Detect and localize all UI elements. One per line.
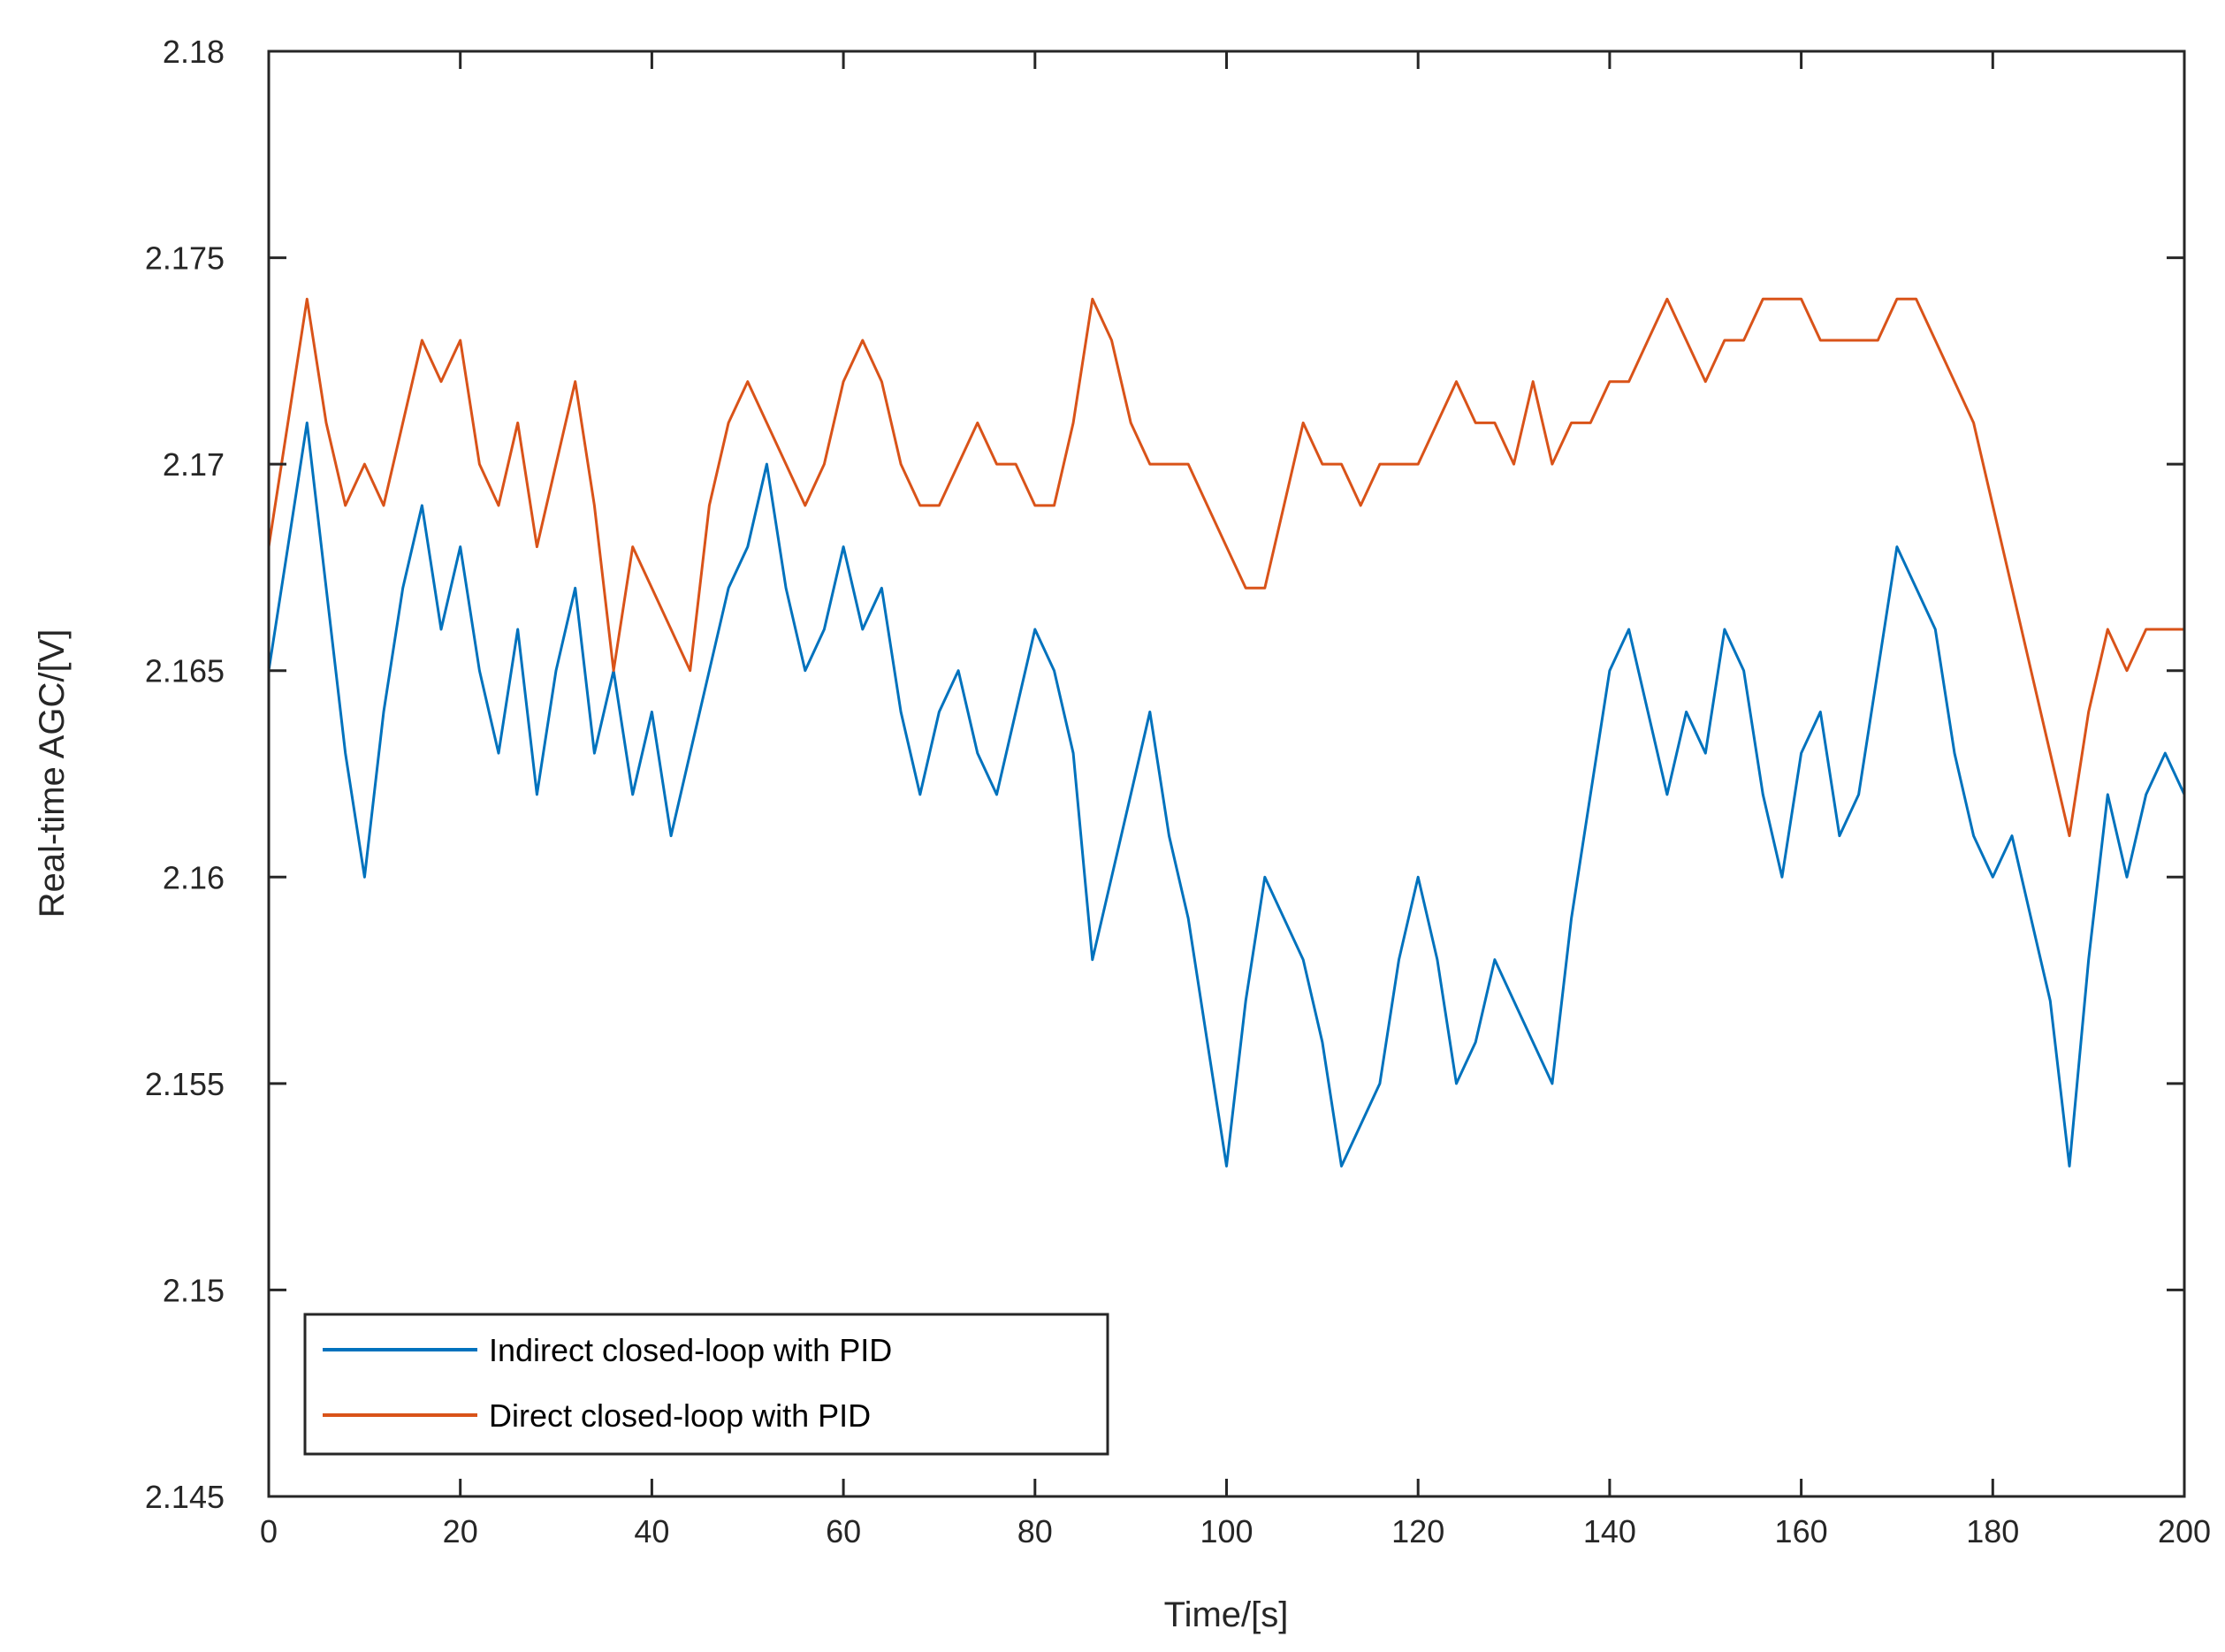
legend-label-indirect: Indirect closed-loop with PID xyxy=(489,1332,892,1368)
y-tick-label: 2.155 xyxy=(145,1066,225,1102)
x-tick-label: 120 xyxy=(1391,1513,1444,1549)
y-tick-labels: 2.145 2.15 2.155 2.16 2.165 2.17 2.175 2.18 xyxy=(145,34,225,1515)
series-line-direct xyxy=(267,297,2184,838)
x-tick-label: 80 xyxy=(1017,1513,1053,1549)
x-tick-label: 60 xyxy=(826,1513,861,1549)
legend: Indirect closed-loop with PID Direct clo… xyxy=(303,1313,1109,1456)
legend-box xyxy=(303,1313,1109,1456)
y-tick-label: 2.17 xyxy=(163,446,225,483)
x-tick-label: 180 xyxy=(1966,1513,2019,1549)
series-layer xyxy=(267,297,2186,1168)
series-line-indirect xyxy=(267,421,2186,1168)
y-tick-label: 2.15 xyxy=(163,1272,225,1308)
x-tick-label: 200 xyxy=(2158,1513,2211,1549)
y-tick-label: 2.175 xyxy=(145,240,225,277)
x-tick-label: 40 xyxy=(634,1513,669,1549)
y-tick-label: 2.16 xyxy=(163,859,225,895)
y-tick-label: 2.18 xyxy=(163,34,225,70)
x-tick-label: 140 xyxy=(1583,1513,1636,1549)
x-tick-labels: 0 20 40 60 80 100 120 140 160 180 200 xyxy=(260,1513,2211,1549)
y-tick-label: 2.145 xyxy=(145,1479,225,1515)
legend-label-direct: Direct closed-loop with PID xyxy=(489,1397,871,1434)
x-tick-label: 0 xyxy=(260,1513,278,1549)
x-tick-label: 160 xyxy=(1775,1513,1828,1549)
y-axis-label: Real-time AGC/[V] xyxy=(33,629,72,918)
ticks-layer xyxy=(267,49,2186,1498)
x-tick-label: 20 xyxy=(443,1513,478,1549)
x-tick-label: 100 xyxy=(1200,1513,1253,1549)
y-tick-label: 2.165 xyxy=(145,653,225,689)
x-axis-label: Time/[s] xyxy=(1164,1595,1289,1634)
